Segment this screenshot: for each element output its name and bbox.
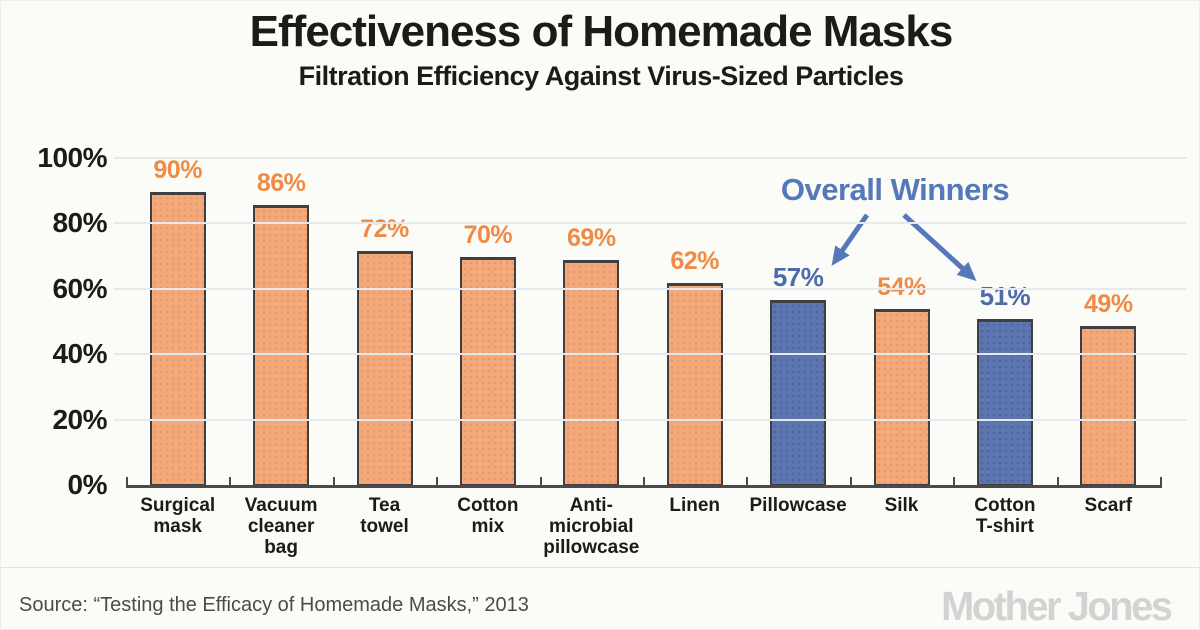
gridline-40% xyxy=(114,353,1187,356)
bar-surgical-mask xyxy=(149,191,206,486)
bar-cotton-mix xyxy=(459,257,516,486)
gridline-60% xyxy=(114,287,1187,290)
value-label-scarf: 49% xyxy=(1084,289,1133,318)
category-label-vacuum-cleaner-bag: Vacuum cleaner bag xyxy=(244,495,318,558)
bar-scarf xyxy=(1080,325,1137,486)
y-tick-label: 100% xyxy=(37,142,107,173)
mother-jones-logo: Mother Jones xyxy=(941,583,1174,629)
category-label-cotton-t-shirt: Cotton T-shirt xyxy=(974,495,1036,537)
y-tick-label: 60% xyxy=(52,272,107,304)
gridline-80% xyxy=(114,222,1187,225)
gridline-100% xyxy=(114,157,1187,159)
axis-tick xyxy=(332,477,335,486)
chart-title: Effectiveness of Homemade Masks xyxy=(249,7,954,56)
value-label-cotton-t-shirt: 51% xyxy=(979,281,1031,312)
y-tick-label: 80% xyxy=(52,207,107,239)
axis-tick xyxy=(1160,477,1162,486)
source-attribution: Source: “Testing the Efficacy of Homemad… xyxy=(19,594,529,616)
bar-tea-towel xyxy=(356,250,413,486)
x-axis-line xyxy=(126,485,1162,488)
axis-tick xyxy=(539,477,542,486)
category-label-anti-microbial-pillowcase: Anti-microbial pillowcase xyxy=(543,495,640,558)
plot-area: 90% 86% 72% 70% 69% 62% 57% 54% 51% 49% xyxy=(126,155,1160,486)
category-label-linen: Linen xyxy=(669,495,721,516)
value-label-anti-microbial-pillowcase: 69% xyxy=(567,224,616,253)
y-tick-label: 20% xyxy=(52,403,107,435)
axis-tick xyxy=(746,477,749,486)
category-label-scarf: Scarf xyxy=(1084,495,1133,516)
axis-tick xyxy=(436,477,439,486)
y-tick-label: 40% xyxy=(52,338,107,370)
category-label-tea-towel: Tea towel xyxy=(360,495,409,537)
category-label-surgical-mask: Surgical mask xyxy=(140,495,216,537)
gridline-20% xyxy=(114,418,1187,421)
bar-linen xyxy=(666,283,723,486)
bar-cotton-t-shirt xyxy=(976,319,1033,486)
axis-tick xyxy=(953,477,956,486)
bar-silk xyxy=(873,309,930,486)
value-label-linen: 62% xyxy=(670,247,719,276)
axis-tick xyxy=(643,477,645,486)
bar-pillowcase xyxy=(770,299,827,486)
axis-tick xyxy=(1056,477,1059,486)
axis-tick xyxy=(229,477,232,486)
value-label-vacuum-cleaner-bag: 86% xyxy=(256,168,306,197)
value-label-surgical-mask: 90% xyxy=(153,155,202,184)
category-label-cotton-mix: Cotton mix xyxy=(457,495,519,537)
value-label-cotton-mix: 70% xyxy=(463,221,513,250)
axis-tick xyxy=(126,477,128,486)
value-label-pillowcase: 57% xyxy=(772,261,824,292)
axis-tick xyxy=(849,477,852,486)
chart-subtitle: Filtration Efficiency Against Virus-Size… xyxy=(298,61,904,91)
footer-divider xyxy=(1,567,1199,568)
value-label-tea-towel: 72% xyxy=(360,214,409,243)
y-tick-label: 0% xyxy=(67,469,108,500)
category-label-silk: Silk xyxy=(884,495,919,516)
annotation-overall-winners: Overall Winners xyxy=(780,172,1010,207)
bar-anti-microbial-pillowcase xyxy=(563,260,620,486)
bar-vacuum-cleaner-bag xyxy=(253,204,310,486)
category-label-pillowcase: Pillowcase xyxy=(749,495,847,516)
